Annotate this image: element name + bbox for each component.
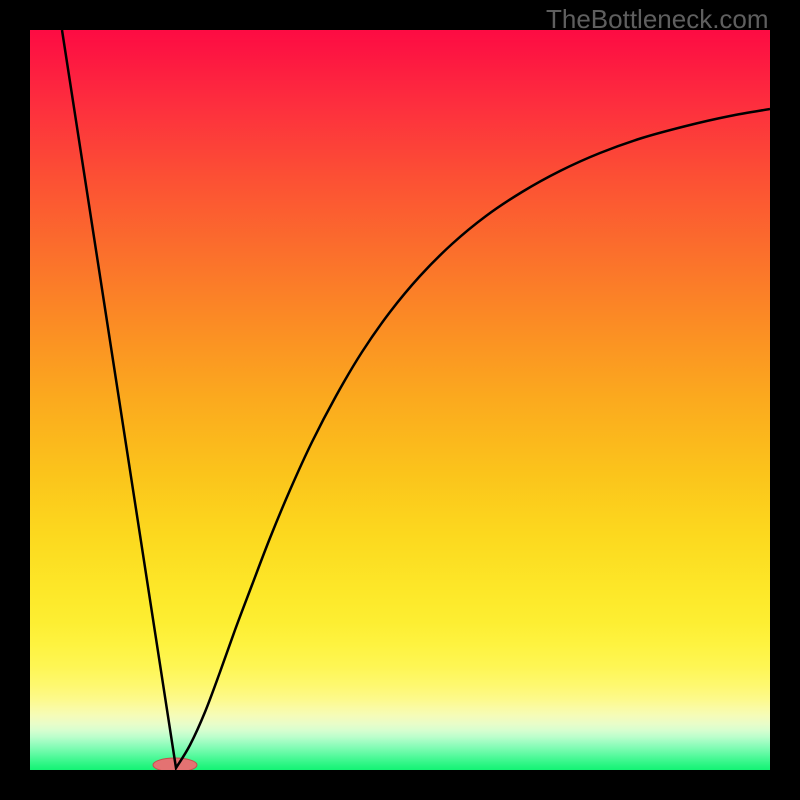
chart-background-gradient bbox=[30, 30, 770, 770]
watermark-text: TheBottleneck.com bbox=[546, 4, 769, 35]
chart-plot-area bbox=[30, 30, 770, 770]
chart-svg bbox=[30, 30, 770, 770]
